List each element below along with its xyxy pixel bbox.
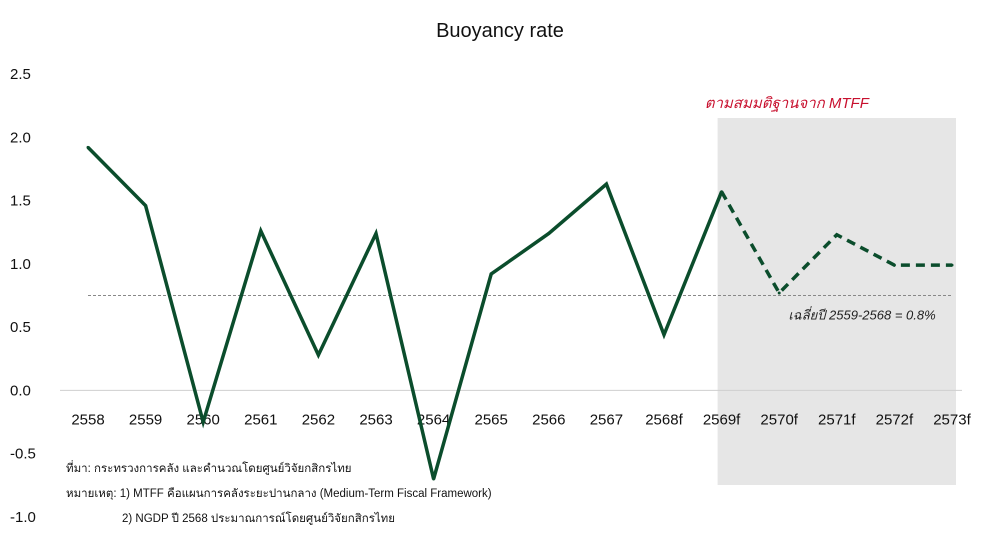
data-point-2569f	[720, 190, 724, 194]
y-axis-ticks: 2.5 2.0 1.5 1.0 0.5 0.0 -0.5 -1.0	[10, 66, 36, 526]
actual-series-line	[86, 146, 724, 480]
x-tick-label: 2559	[129, 411, 162, 428]
data-point-2570f	[777, 291, 781, 295]
forecast-region-label: ตามสมมติฐานจาก MTFF	[705, 95, 870, 112]
x-tick-label: 2568f	[645, 411, 683, 428]
data-point-2563	[374, 231, 378, 235]
data-point-2559	[144, 204, 148, 208]
y-tick-label: 1.0	[10, 256, 31, 273]
data-point-2566	[547, 231, 551, 235]
average-label: เฉลี่ยปี 2559-2568 = 0.8%	[788, 306, 935, 323]
x-tick-label: 2571f	[818, 411, 856, 428]
x-tick-label: 2572f	[876, 411, 914, 428]
data-point-2558	[86, 145, 90, 149]
data-point-2564	[432, 477, 436, 481]
x-tick-label: 2558	[71, 411, 104, 428]
y-tick-label: -0.5	[10, 446, 36, 463]
forecast-shaded-region	[717, 118, 956, 485]
data-point-2572f	[892, 263, 896, 267]
remark-note-2: 2) NGDP ปี 2568 ประมาณการณ์โดยศูนย์วิจัย…	[122, 511, 395, 525]
source-note: ที่มา: กระทรวงการคลัง และคำนวณโดยศูนย์วิ…	[66, 460, 352, 475]
y-tick-label: 1.5	[10, 193, 31, 210]
y-tick-label: 2.0	[10, 129, 31, 146]
y-tick-label: 0.0	[10, 382, 31, 399]
x-axis-ticks: 2558 2559 2560 2561 2562 2563 2564 2565 2566 2567…	[71, 411, 971, 428]
x-tick-label: 2561	[244, 411, 277, 428]
data-point-2571f	[835, 233, 839, 237]
series-lines	[86, 145, 954, 481]
data-point-2561	[259, 229, 263, 233]
x-tick-label: 2564	[417, 411, 450, 428]
x-tick-label: 2565	[475, 411, 508, 428]
y-tick-label: -1.0	[10, 509, 36, 526]
x-tick-label: 2567	[590, 411, 623, 428]
x-tick-label: 2573f	[933, 411, 971, 428]
data-point-2567	[604, 182, 608, 186]
data-point-2565	[489, 272, 493, 276]
remark-note-1: หมายเหตุ: 1) MTFF คือแผนการคลังระยะปานกล…	[66, 487, 492, 500]
x-tick-label: 2569f	[703, 411, 741, 428]
y-tick-label: 2.5	[10, 66, 31, 83]
x-tick-label: 2563	[359, 411, 392, 428]
y-tick-label: 0.5	[10, 319, 31, 336]
chart-title: Buoyancy rate	[436, 20, 564, 42]
x-tick-label: 2562	[302, 411, 335, 428]
data-point-2573f	[950, 263, 954, 267]
data-point-2562	[316, 353, 320, 357]
x-tick-label: 2566	[532, 411, 565, 428]
x-tick-label: 2570f	[760, 411, 798, 428]
data-point-2568f	[662, 333, 666, 337]
data-point-2560	[201, 420, 205, 424]
